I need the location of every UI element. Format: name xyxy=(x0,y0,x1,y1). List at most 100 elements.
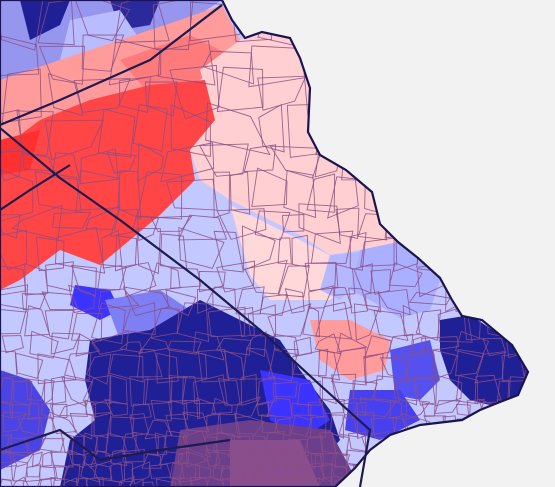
precinct-boundary xyxy=(71,0,131,42)
precinct-boundary xyxy=(336,332,368,353)
district-line-diagonal xyxy=(0,127,372,487)
precinct-boundary xyxy=(359,397,396,417)
precinct-boundary xyxy=(202,50,254,85)
precinct-boundary xyxy=(257,75,307,111)
precinct-boundary xyxy=(131,403,152,420)
precinct-boundary xyxy=(327,176,359,219)
precinct-boundary xyxy=(204,436,218,454)
precinct-boundary xyxy=(290,449,317,469)
precinct-boundary xyxy=(136,227,161,275)
precinct-boundary xyxy=(63,463,81,483)
precinct-boundary xyxy=(334,452,351,469)
precinct-boundary xyxy=(110,208,139,238)
precinct-boundary xyxy=(137,142,164,182)
precinct-boundary xyxy=(198,143,249,177)
precinct-boundary xyxy=(0,33,40,77)
precinct-boundary xyxy=(196,289,214,315)
precinct-boundary xyxy=(128,478,144,487)
precinct-boundary xyxy=(412,335,428,356)
precinct-boundary xyxy=(281,451,297,467)
precinct-boundary xyxy=(352,380,378,401)
precinct-boundary xyxy=(363,353,384,384)
precinct-boundary xyxy=(266,397,293,418)
precinct-boundary xyxy=(163,430,190,450)
precinct-boundary xyxy=(224,349,245,381)
district-line-west xyxy=(0,164,71,211)
precinct-boundary xyxy=(59,401,88,417)
precinct-boundary xyxy=(83,432,98,455)
precinct-boundary xyxy=(213,171,230,219)
precinct-boundary xyxy=(93,463,113,480)
precinct-boundary xyxy=(235,286,265,315)
precinct-boundary xyxy=(310,230,354,264)
precinct-boundary xyxy=(85,477,104,487)
precinct-boundary xyxy=(97,288,140,310)
precinct-boundary xyxy=(27,402,40,420)
precinct-boundary xyxy=(168,348,208,379)
precinct-boundary xyxy=(0,166,34,223)
precinct-boundary xyxy=(272,381,298,398)
precinct-boundary xyxy=(117,170,142,220)
precinct-boundary xyxy=(149,463,172,479)
precinct-boundary xyxy=(240,373,258,406)
precinct-boundary xyxy=(1,335,24,354)
precinct-boundary xyxy=(0,229,27,271)
precinct-boundary xyxy=(508,376,528,405)
precinct-boundary xyxy=(421,336,460,352)
precinct-boundary xyxy=(296,464,308,480)
precinct-boundary xyxy=(253,461,276,484)
precinct-boundary xyxy=(24,263,49,296)
precinct-boundary xyxy=(51,375,67,405)
precinct-boundary xyxy=(101,229,123,269)
precinct-boundary xyxy=(68,284,95,314)
precinct-boundary xyxy=(193,331,225,361)
precinct-boundary xyxy=(213,230,244,273)
precinct-boundary xyxy=(435,374,463,407)
precinct-boundary xyxy=(331,433,350,457)
precinct-boundary xyxy=(349,232,367,271)
precinct-boundary xyxy=(205,102,271,156)
precinct-boundary xyxy=(393,377,418,406)
precinct-boundary xyxy=(90,302,126,345)
precinct-boundary xyxy=(273,417,291,437)
region-strong-r xyxy=(0,80,215,290)
precinct-boundary xyxy=(335,207,360,240)
precinct-boundary xyxy=(25,378,46,401)
precinct-boundary xyxy=(198,270,226,293)
precinct-boundary xyxy=(434,400,461,414)
precinct-boundary xyxy=(251,167,288,207)
precinct-boundary xyxy=(35,477,56,487)
district-line-south xyxy=(0,428,231,462)
precinct-boundary xyxy=(170,104,211,157)
precinct-boundary xyxy=(0,303,27,335)
region-strong-d-east xyxy=(390,340,440,400)
precinct-boundary xyxy=(167,340,202,355)
precinct-boundary xyxy=(379,357,410,380)
precinct-boundary xyxy=(353,303,381,341)
precinct-boundary xyxy=(333,263,356,296)
precinct-boundary xyxy=(11,204,63,240)
precinct-boundary xyxy=(282,214,305,233)
precinct-boundary xyxy=(373,309,409,342)
precinct-boundary xyxy=(97,108,136,158)
precinct-boundary xyxy=(169,462,185,479)
precinct-boundary xyxy=(310,452,324,468)
precinct-boundary xyxy=(308,401,325,418)
precinct-boundary xyxy=(129,413,150,437)
precinct-boundary xyxy=(377,289,411,316)
precinct-boundary xyxy=(13,380,33,407)
precinct-boundary xyxy=(286,103,318,158)
precinct-boundary xyxy=(219,465,233,481)
precinct-boundary xyxy=(122,448,145,463)
precinct-boundary xyxy=(16,110,54,156)
precinct-boundary xyxy=(281,438,309,457)
precinct-boundary xyxy=(217,378,241,406)
precinct-boundary xyxy=(363,335,392,359)
precinct-boundary xyxy=(132,104,168,152)
precinct-boundary xyxy=(41,450,53,467)
precinct-boundary xyxy=(273,479,288,487)
precinct-boundary xyxy=(141,453,162,469)
precinct-boundary xyxy=(405,399,431,421)
